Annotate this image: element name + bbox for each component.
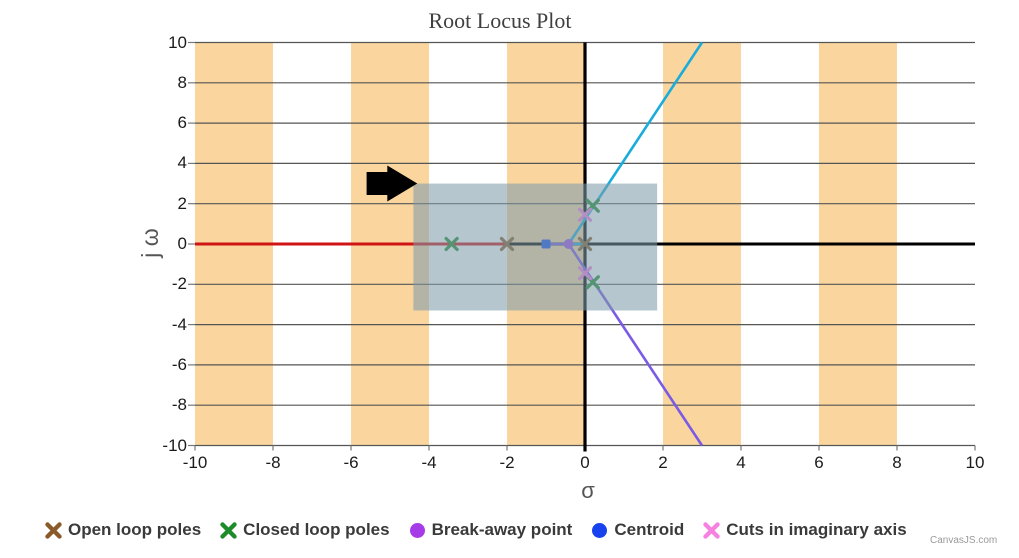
x-tick-label: 0 (580, 452, 590, 472)
x-tick-label: -2 (499, 452, 515, 472)
y-tick-label: -6 (171, 354, 187, 374)
legend-label: Break-away point (431, 520, 573, 539)
x-tick-label: -8 (265, 452, 281, 472)
canvasjs-watermark-link[interactable]: CanvasJS.com (930, 535, 998, 546)
highlight-region (413, 183, 658, 311)
x-tick-label: -4 (421, 452, 437, 472)
y-tick-label: -8 (171, 395, 187, 415)
legend-item-open-loop-poles[interactable]: Open loop poles (44, 520, 201, 540)
legend-item-break-away-point[interactable]: Break-away point (408, 520, 573, 540)
y-tick-label: 8 (177, 72, 187, 92)
x-tick-label: 8 (892, 452, 902, 472)
x-marker-icon (45, 521, 62, 539)
legend-item-cuts-in-imaginary-axis[interactable]: Cuts in imaginary axis (702, 520, 907, 540)
legend-label: Closed loop poles (243, 520, 390, 539)
y-tick-label: 4 (177, 153, 187, 173)
circle-marker-icon (409, 522, 425, 538)
circle-marker-icon (592, 522, 608, 538)
y-tick-label: 10 (168, 32, 187, 52)
y-tick-label: -10 (162, 435, 187, 455)
legend: Open loop poles Closed loop poles Break-aw… (44, 520, 907, 540)
arrow-annotation (366, 165, 418, 202)
x-axis-title: σ (581, 478, 595, 503)
legend-label: Centroid (614, 520, 685, 539)
x-tick-label: 4 (736, 452, 746, 472)
chart-title: Root Locus Plot (428, 8, 572, 33)
legend-item-centroid[interactable]: Centroid (590, 520, 684, 540)
x-marker-icon (703, 521, 720, 539)
x-tick-label: 10 (965, 452, 985, 472)
legend-label: Open loop poles (68, 520, 202, 539)
y-tick-label: 0 (177, 234, 187, 253)
legend-label: Cuts in imaginary axis (726, 520, 907, 539)
x-tick-label: -6 (343, 452, 359, 472)
y-tick-label: -4 (171, 314, 187, 334)
y-tick-label: 2 (177, 193, 187, 213)
x-tick-label: 6 (814, 452, 824, 472)
x-tick-label: 2 (658, 452, 668, 472)
y-tick-label: 6 (177, 113, 187, 133)
legend-item-closed-loop-poles[interactable]: Closed loop poles (219, 520, 390, 540)
x-marker-icon (220, 521, 237, 539)
x-tick-label: -10 (182, 452, 208, 472)
y-tick-label: -2 (171, 274, 187, 294)
